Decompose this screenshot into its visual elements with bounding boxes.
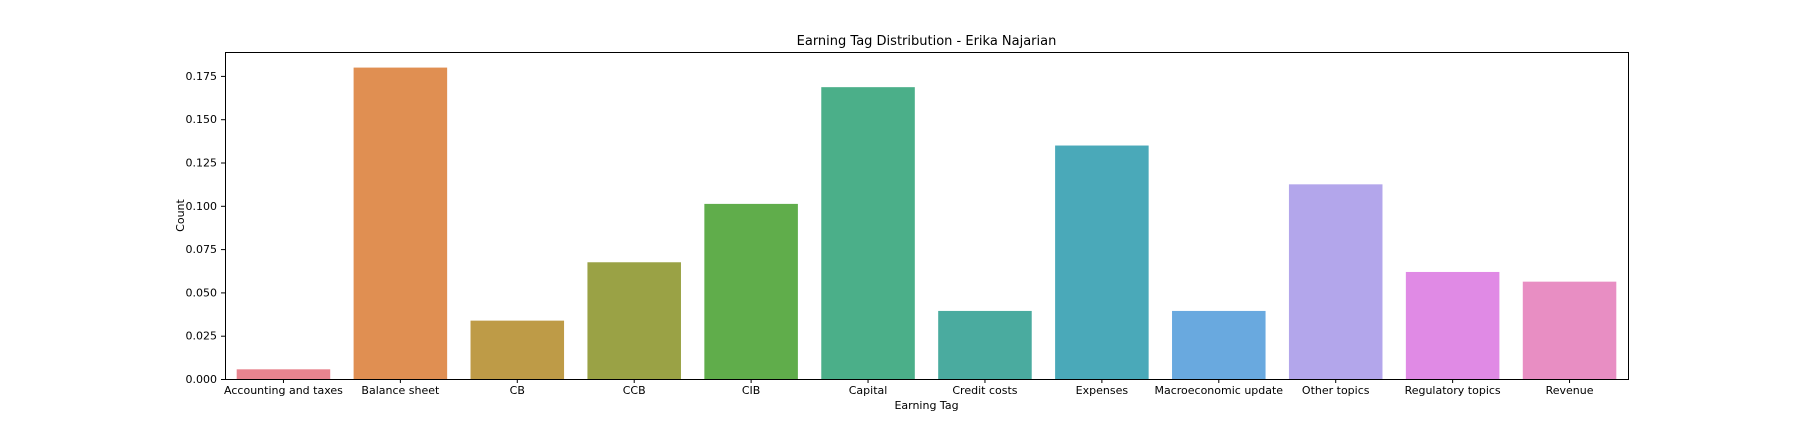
y-tick-label: 0.100 (186, 200, 218, 213)
bar-regulatory-topics (1405, 271, 1500, 379)
y-tick-label: 0.150 (186, 113, 218, 126)
x-axis-label: Earning Tag (894, 399, 958, 412)
bar-balance-sheet (353, 67, 448, 379)
y-axis-label: Count (174, 198, 187, 231)
x-tick-label: Capital (849, 384, 888, 397)
bar-revenue (1522, 281, 1617, 379)
y-tick-label: 0.075 (186, 243, 218, 256)
bar-capital (821, 87, 915, 380)
x-tick-label: CIB (742, 384, 760, 397)
bar-accounting-and-taxes (236, 369, 331, 379)
y-tick-label: 0.050 (186, 286, 218, 299)
x-tick-label: Accounting and taxes (224, 384, 343, 397)
x-tick-label: Macroeconomic update (1154, 384, 1283, 397)
y-axis: 0.000 0.025 0.050 0.075 0.100 0.125 0.150 0.175 (186, 70, 225, 386)
bar-cb (470, 320, 565, 379)
y-tick-label: 0.000 (186, 373, 218, 386)
x-tick-label: Other topics (1302, 384, 1370, 397)
x-tick-label: Credit costs (952, 384, 1017, 397)
bars-group (236, 67, 1617, 380)
x-tick-label: Expenses (1076, 384, 1129, 397)
x-axis: Accounting and taxes Balance sheet CB CCB CI… (224, 379, 1594, 397)
x-tick-label: Revenue (1546, 384, 1594, 397)
bar-ccb (587, 262, 681, 379)
y-tick-label: 0.175 (186, 70, 218, 83)
y-tick-label: 0.125 (186, 157, 218, 170)
x-tick-label: CCB (623, 384, 646, 397)
x-tick-label: Regulatory topics (1405, 384, 1501, 397)
chart-title: Earning Tag Distribution - Erika Najaria… (797, 34, 1057, 49)
bar-cib (704, 203, 798, 379)
bar-expenses (1055, 145, 1149, 379)
bar-credit-costs (938, 310, 1032, 379)
y-tick-label: 0.025 (186, 330, 218, 343)
bar-macroeconomic-update (1172, 310, 1266, 379)
x-tick-label: Balance sheet (361, 384, 440, 397)
x-tick-label: CB (510, 384, 525, 397)
bar-other-topics (1288, 184, 1383, 379)
plot-frame (225, 52, 1629, 380)
